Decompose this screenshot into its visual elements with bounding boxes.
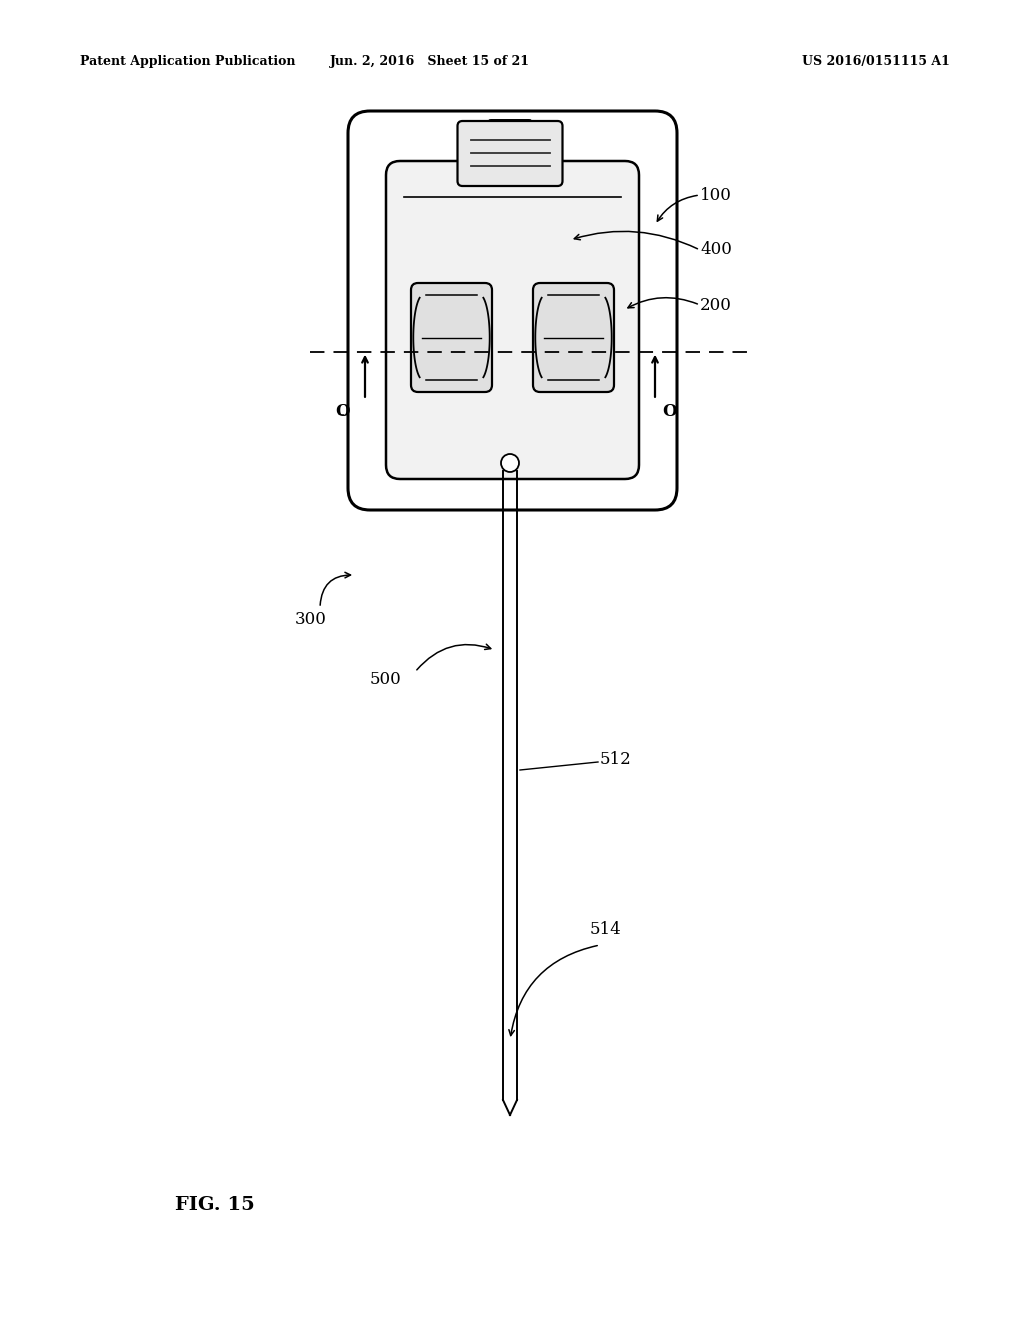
FancyBboxPatch shape [534, 282, 614, 392]
Text: –: – [338, 407, 344, 421]
FancyBboxPatch shape [488, 120, 532, 139]
Text: 400: 400 [700, 242, 732, 259]
Text: Patent Application Publication: Patent Application Publication [80, 55, 296, 69]
Text: US 2016/0151115 A1: US 2016/0151115 A1 [802, 55, 950, 69]
Text: Jun. 2, 2016   Sheet 15 of 21: Jun. 2, 2016 Sheet 15 of 21 [330, 55, 530, 69]
Text: 514: 514 [590, 921, 622, 939]
Text: 100: 100 [700, 186, 732, 203]
Text: 512: 512 [600, 751, 632, 768]
FancyBboxPatch shape [458, 121, 562, 186]
FancyBboxPatch shape [411, 282, 492, 392]
FancyBboxPatch shape [348, 111, 677, 510]
Circle shape [501, 454, 519, 473]
Text: FIG. 15: FIG. 15 [175, 1196, 255, 1214]
FancyBboxPatch shape [386, 161, 639, 479]
Text: 200: 200 [700, 297, 732, 314]
Text: 300: 300 [295, 611, 327, 628]
Text: O: O [336, 403, 350, 420]
Text: 500: 500 [370, 672, 401, 689]
Text: O: O [663, 403, 677, 420]
